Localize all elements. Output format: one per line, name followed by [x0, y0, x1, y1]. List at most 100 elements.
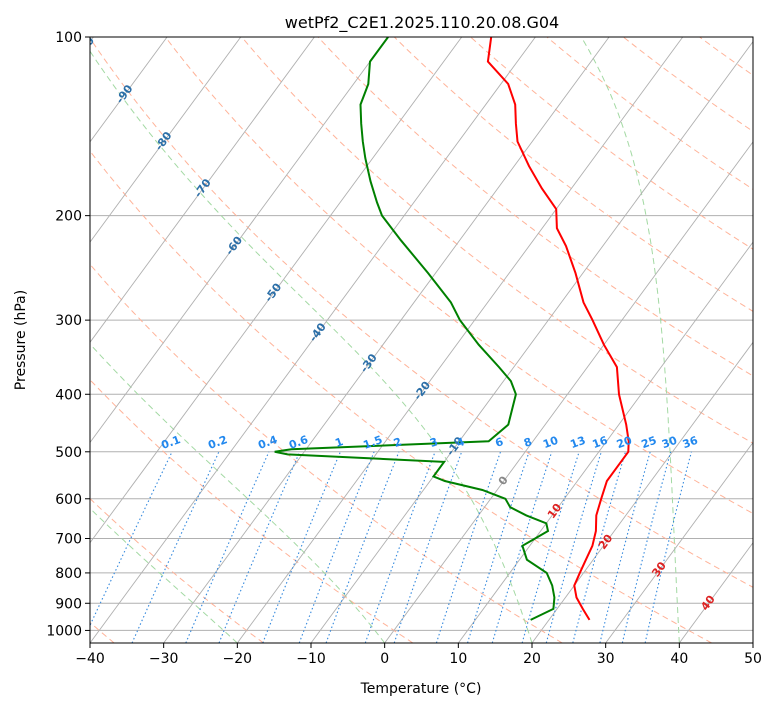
x-tick-label: −30: [149, 651, 179, 667]
x-tick-label: −10: [296, 651, 326, 667]
skewed-isotherm: [163, 37, 610, 643]
moist-adiabat: [90, 507, 238, 643]
mixing-ratio-lines: [90, 451, 692, 643]
y-tick-label: 400: [55, 387, 82, 403]
mixing-ratio-line: [491, 451, 553, 643]
x-tick-label: 0: [380, 651, 389, 667]
skewed-isotherm: [90, 37, 242, 243]
isotherm-label: -50: [262, 281, 284, 305]
x-tick-label: 50: [744, 651, 762, 667]
isotherm-label: -30: [358, 351, 380, 375]
y-tick-label: 800: [55, 566, 82, 582]
mixing-ratio-line: [545, 451, 602, 643]
skewed-isotherm: [90, 37, 315, 344]
skewed-isotherm: [90, 37, 389, 444]
x-tick-label: −40: [75, 651, 105, 667]
moist-adiabat: [90, 343, 386, 643]
skewed-isotherm: [531, 341, 753, 643]
sounding-traces: [274, 37, 630, 621]
skewed-isotherm: [457, 241, 753, 643]
isotherm-label: -40: [307, 320, 329, 344]
dry-adiabat: [546, 37, 753, 190]
y-tick-label: 600: [55, 492, 82, 508]
temperature-profile: [486, 37, 630, 621]
dry-adiabat: [90, 263, 563, 643]
mixing-ratio-label: 30: [660, 434, 679, 452]
mixing-ratio-label: 13: [569, 434, 588, 451]
mixing-ratio-label: 10: [541, 434, 560, 452]
y-tick-label: 200: [55, 209, 82, 225]
isotherm-label: 30: [649, 559, 669, 579]
mixing-ratio-label: 1.5: [362, 433, 385, 452]
isotherm-label: 20: [596, 532, 616, 552]
mixing-ratio-line: [599, 451, 651, 643]
mixing-ratio-label: 4: [455, 435, 467, 450]
pressure-gridlines: [90, 36, 753, 631]
dry-adiabat: [317, 37, 753, 377]
y-axis-ticks: 100 200 300 400 500 600 700 800 900 1000: [46, 30, 90, 639]
chart-title: wetPf2_C2E1.2025.110.20.08.G04: [285, 13, 559, 33]
mixing-ratio-label: 0.2: [206, 433, 229, 452]
y-tick-label: 300: [55, 313, 82, 329]
x-tick-label: 30: [597, 651, 615, 667]
x-axis-title: Temperature (°C): [360, 681, 482, 697]
mixing-ratio-label: 2: [392, 435, 404, 450]
isotherm-label: -80: [152, 129, 174, 153]
plot-frame: [89, 36, 754, 644]
skewed-isotherm: [90, 37, 168, 143]
skewed-isotherm: [236, 37, 684, 643]
dewpoint-profile: [274, 37, 556, 621]
moist-adiabat: [90, 50, 533, 643]
y-tick-label: 700: [55, 532, 82, 548]
skewed-isotherm: [678, 542, 753, 643]
y-tick-label: 900: [55, 596, 82, 612]
dry-adiabat: [90, 498, 264, 643]
dry-adiabat: [90, 37, 753, 588]
skewed-isotherms: [90, 37, 753, 643]
skewed-isotherm: [605, 441, 753, 643]
isotherm-label: -20: [411, 379, 433, 403]
mixing-ratio-label: 20: [615, 434, 634, 452]
mixing-ratio-label: 0.1: [159, 433, 182, 452]
mixing-ratio-line: [185, 451, 270, 643]
mixing-ratio-line: [325, 451, 400, 643]
x-tick-label: 10: [449, 651, 467, 667]
mixing-ratio-label: 36: [681, 434, 700, 452]
x-tick-label: −20: [223, 651, 253, 667]
mixing-ratio-line: [262, 451, 341, 643]
moist-adiabats: [90, 37, 680, 643]
dry-adiabat: [90, 379, 414, 643]
mixing-ratio-line: [90, 451, 173, 627]
mixing-ratio-label: 8: [522, 435, 534, 450]
mixing-ratio-line: [644, 451, 692, 643]
mixing-ratio-label: 3: [428, 435, 440, 450]
skewed-isotherm: [384, 141, 753, 643]
y-tick-label: 100: [55, 30, 82, 46]
mixing-ratio-label: 6: [494, 435, 506, 450]
mixing-ratio-line: [572, 451, 627, 643]
isotherm-label: -90: [113, 82, 135, 106]
dry-adiabat: [165, 37, 753, 515]
mixing-ratio-label: 0.6: [287, 433, 310, 452]
y-tick-label: 1000: [46, 623, 82, 639]
mixing-ratio-line: [466, 451, 530, 643]
x-tick-label: 20: [523, 651, 541, 667]
mixing-ratio-line: [298, 451, 375, 643]
x-tick-label: 40: [670, 651, 688, 667]
mixing-ratio-label: 0.4: [256, 433, 279, 452]
dry-adiabats: [90, 37, 753, 643]
mixing-ratio-label: 25: [640, 434, 659, 451]
y-tick-label: 500: [55, 445, 82, 461]
y-axis-title: Pressure (hPa): [13, 290, 29, 390]
isotherm-label: -70: [192, 176, 214, 200]
mixing-ratio-line: [435, 451, 502, 643]
skewed-isotherm: [752, 642, 753, 643]
skewed-isotherm: [310, 40, 753, 643]
x-axis-ticks: −40 −30 −20 −10 0 10 20 30 40 50: [75, 643, 762, 667]
mixing-ratio-line: [521, 451, 580, 643]
dry-adiabat: [622, 37, 753, 132]
isotherm-label: 10: [545, 501, 565, 521]
skewed-isotherm: [90, 37, 536, 643]
moist-adiabat: [580, 37, 680, 643]
